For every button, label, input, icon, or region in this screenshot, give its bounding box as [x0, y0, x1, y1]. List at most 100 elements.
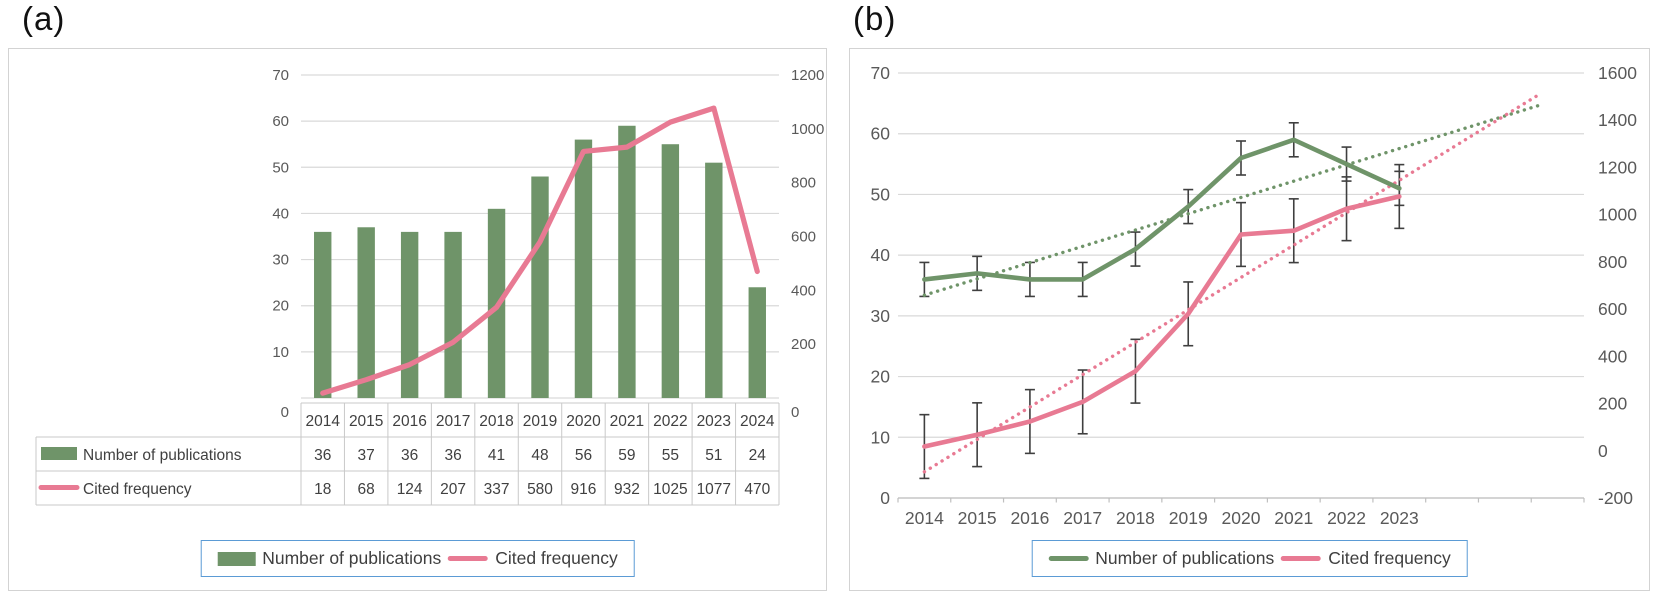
left-axis-tick-label: 10 — [272, 344, 289, 361]
x-axis-year-label: 2016 — [1010, 508, 1049, 528]
right-axis-tick-label: 1000 — [1598, 205, 1637, 225]
table-publications-value: 36 — [314, 447, 331, 464]
x-axis-year-label: 2020 — [1222, 508, 1261, 528]
right-axis-tick-label: 1400 — [1598, 110, 1637, 130]
x-axis-year-label: 2015 — [958, 508, 997, 528]
table-year-label: 2017 — [436, 413, 470, 430]
table-publications-value: 59 — [618, 447, 635, 464]
right-axis-tick-label: 600 — [1598, 299, 1627, 319]
table-year-label: 2022 — [653, 413, 687, 430]
left-axis-tick-label: 0 — [281, 404, 289, 421]
right-axis-tick-label: -200 — [1598, 488, 1633, 508]
legend-b-cited-label: Cited frequency — [1328, 548, 1451, 568]
left-axis-tick-label: 0 — [880, 488, 890, 508]
x-axis-year-label: 2022 — [1327, 508, 1366, 528]
cited-frequency-line — [922, 194, 1402, 449]
left-axis-tick-label: 20 — [272, 298, 289, 315]
table-year-label: 2016 — [392, 413, 426, 430]
left-axis-tick-label: 60 — [871, 124, 891, 144]
publications-bar — [400, 231, 419, 398]
table-year-label: 2021 — [610, 413, 644, 430]
panel-a-label: (a) — [22, 0, 66, 37]
right-axis-tick-label: 0 — [791, 404, 799, 421]
table-publications-value: 48 — [531, 447, 548, 464]
table-publications-row-label: Number of publications — [83, 447, 242, 464]
table-cited-value: 337 — [484, 481, 510, 498]
publications-bar — [748, 287, 766, 398]
table-year-label: 2015 — [349, 413, 383, 430]
right-axis-tick-label: 1000 — [791, 121, 824, 138]
table-publications-value: 24 — [749, 447, 767, 464]
legend-a: Number of publications Cited frequency — [200, 540, 635, 577]
panel-a: 0 10 20 30 40 50 60 70 0 200 400 600 800 1000 1200 2014… — [8, 48, 827, 591]
right-axis-tick-label: 0 — [1598, 441, 1608, 461]
chart-b-line-errorbar-chart: 0 10 20 30 40 50 60 70 -200 0 200 400 600 800 1000 1200… — [871, 63, 1638, 528]
publications-bar-swatch-icon — [217, 551, 256, 566]
publications-line — [922, 137, 1402, 282]
right-axis-tick-label: 400 — [1598, 346, 1627, 366]
x-axis-year-label: 2019 — [1169, 508, 1208, 528]
table-publications-value: 36 — [401, 447, 418, 464]
left-axis-tick-label: 50 — [871, 184, 891, 204]
publications-bar — [618, 125, 636, 398]
table-cited-value: 68 — [358, 481, 375, 498]
table-publications-key-swatch-icon — [41, 447, 77, 460]
publications-bar — [705, 162, 723, 398]
right-axis-tick-label: 200 — [791, 336, 816, 353]
table-cited-value: 124 — [397, 481, 423, 498]
left-axis-tick-label: 30 — [871, 306, 891, 326]
table-cited-value: 916 — [571, 481, 597, 498]
table-cited-row-label: Cited frequency — [83, 481, 192, 498]
publications-line-swatch-icon — [1048, 556, 1089, 561]
chart-a-bar-line-combo: 0 10 20 30 40 50 60 70 0 200 400 600 800 1000 1200 2014… — [35, 67, 824, 506]
x-axis-year-label: 2014 — [905, 508, 944, 528]
left-axis-tick-label: 70 — [272, 67, 289, 84]
table-cited-value: 470 — [744, 481, 770, 498]
x-axis-year-label: 2021 — [1274, 508, 1313, 528]
legend-b: Number of publications Cited frequency — [1031, 540, 1468, 577]
x-axis-year-label: 2018 — [1116, 508, 1155, 528]
right-axis-tick-label: 1600 — [1598, 63, 1637, 83]
legend-a-publications-label: Number of publications — [262, 548, 442, 568]
table-publications-value: 41 — [488, 447, 505, 464]
table-year-label: 2014 — [305, 413, 340, 430]
table-cited-value: 1077 — [697, 481, 731, 498]
table-cited-value: 932 — [614, 481, 640, 498]
table-publications-value: 36 — [444, 447, 461, 464]
right-axis-tick-label: 800 — [1598, 252, 1627, 272]
table-year-label: 2019 — [523, 413, 557, 430]
publications-bar — [444, 231, 462, 398]
left-axis-tick-label: 60 — [272, 113, 289, 130]
right-axis-tick-label: 1200 — [1598, 157, 1637, 177]
publications-bar — [574, 139, 593, 398]
left-axis-tick-label: 50 — [272, 159, 289, 176]
legend-a-cited-label: Cited frequency — [495, 548, 618, 568]
right-axis-tick-label: 400 — [791, 282, 816, 299]
right-axis-tick-label: 600 — [791, 229, 816, 246]
right-axis-tick-label: 200 — [1598, 394, 1627, 414]
publications-bar — [314, 231, 332, 398]
right-axis-tick-label: 800 — [791, 175, 816, 192]
cited-frequency-line — [320, 105, 760, 396]
panel-b: 0 10 20 30 40 50 60 70 -200 0 200 400 600 800 1000 1200… — [849, 48, 1650, 591]
cited-trendline-dotted — [922, 91, 1544, 474]
table-year-label: 2020 — [566, 413, 601, 430]
table-publications-value: 51 — [705, 447, 722, 464]
cited-line-swatch-icon — [1281, 556, 1322, 561]
publications-trendline-dotted — [922, 102, 1544, 297]
table-publications-value: 37 — [358, 447, 375, 464]
left-axis-tick-label: 20 — [871, 367, 891, 387]
left-axis-tick-label: 10 — [871, 427, 891, 447]
publications-bar — [357, 227, 375, 398]
right-axis-tick-label: 1200 — [791, 67, 824, 84]
x-axis-year-label: 2023 — [1380, 508, 1419, 528]
left-axis-tick-label: 40 — [871, 245, 891, 265]
table-cited-value: 207 — [440, 481, 466, 498]
table-cited-value: 18 — [314, 481, 331, 498]
table-cited-value: 580 — [527, 481, 553, 498]
table-year-label: 2018 — [479, 413, 513, 430]
left-axis-tick-label: 70 — [871, 63, 891, 83]
panel-b-label: (b) — [853, 0, 897, 37]
cited-line-swatch-icon — [448, 556, 489, 561]
table-publications-value: 56 — [575, 447, 592, 464]
